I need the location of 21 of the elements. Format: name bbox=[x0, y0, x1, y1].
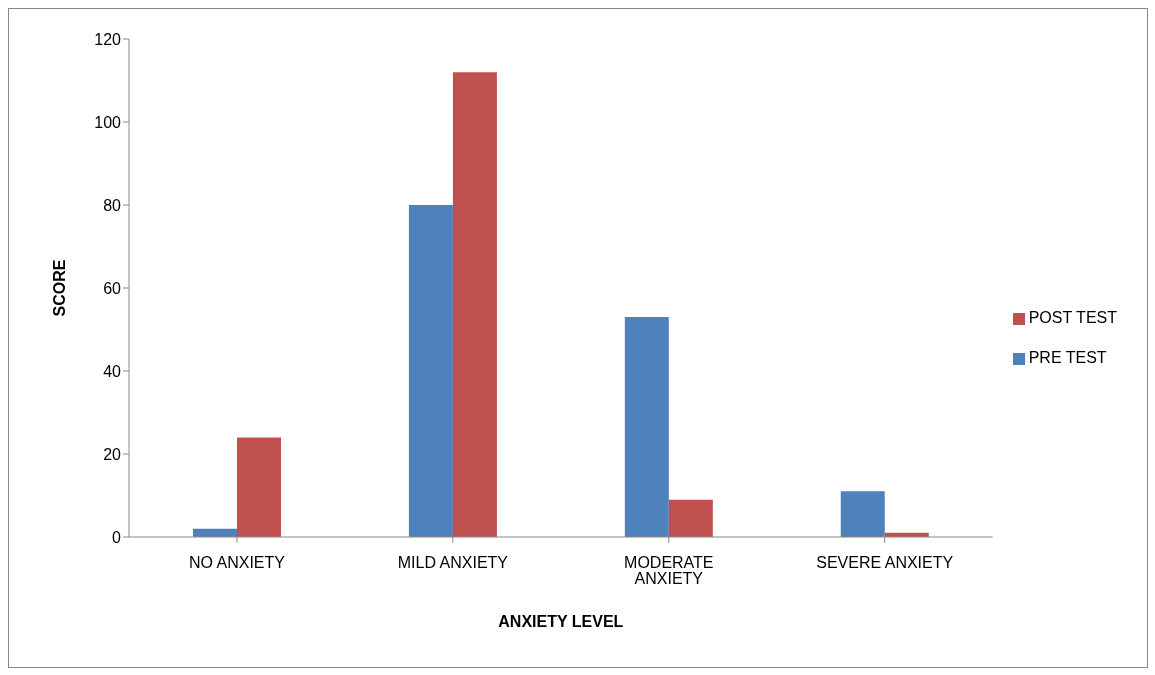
x-tick-label: NO ANXIETY bbox=[188, 554, 286, 572]
bar bbox=[452, 72, 497, 537]
y-tick-label: 0 bbox=[112, 528, 122, 546]
x-tick-label: MILD ANXIETY bbox=[397, 554, 509, 572]
y-tick-label: 60 bbox=[103, 279, 122, 297]
bar bbox=[624, 317, 669, 537]
x-tick-label: MODERATE ANXIETY bbox=[624, 554, 714, 588]
y-tick-label: 40 bbox=[103, 362, 122, 380]
bar bbox=[237, 437, 281, 537]
bar bbox=[668, 499, 713, 537]
bar bbox=[840, 491, 885, 537]
y-tick-label: 80 bbox=[103, 196, 122, 214]
x-axis-title: ANXIETY LEVEL bbox=[498, 613, 624, 630]
y-tick-label: 120 bbox=[94, 30, 122, 48]
y-tick-label: 100 bbox=[94, 113, 122, 131]
y-tick-label: 20 bbox=[103, 445, 122, 463]
legend-label: POST TEST bbox=[1028, 309, 1117, 326]
legend-label: PRE TEST bbox=[1028, 349, 1107, 366]
x-tick-label: SEVERE ANXIETY bbox=[816, 554, 954, 572]
bar bbox=[408, 205, 453, 537]
y-axis-title: SCORE bbox=[50, 259, 68, 317]
